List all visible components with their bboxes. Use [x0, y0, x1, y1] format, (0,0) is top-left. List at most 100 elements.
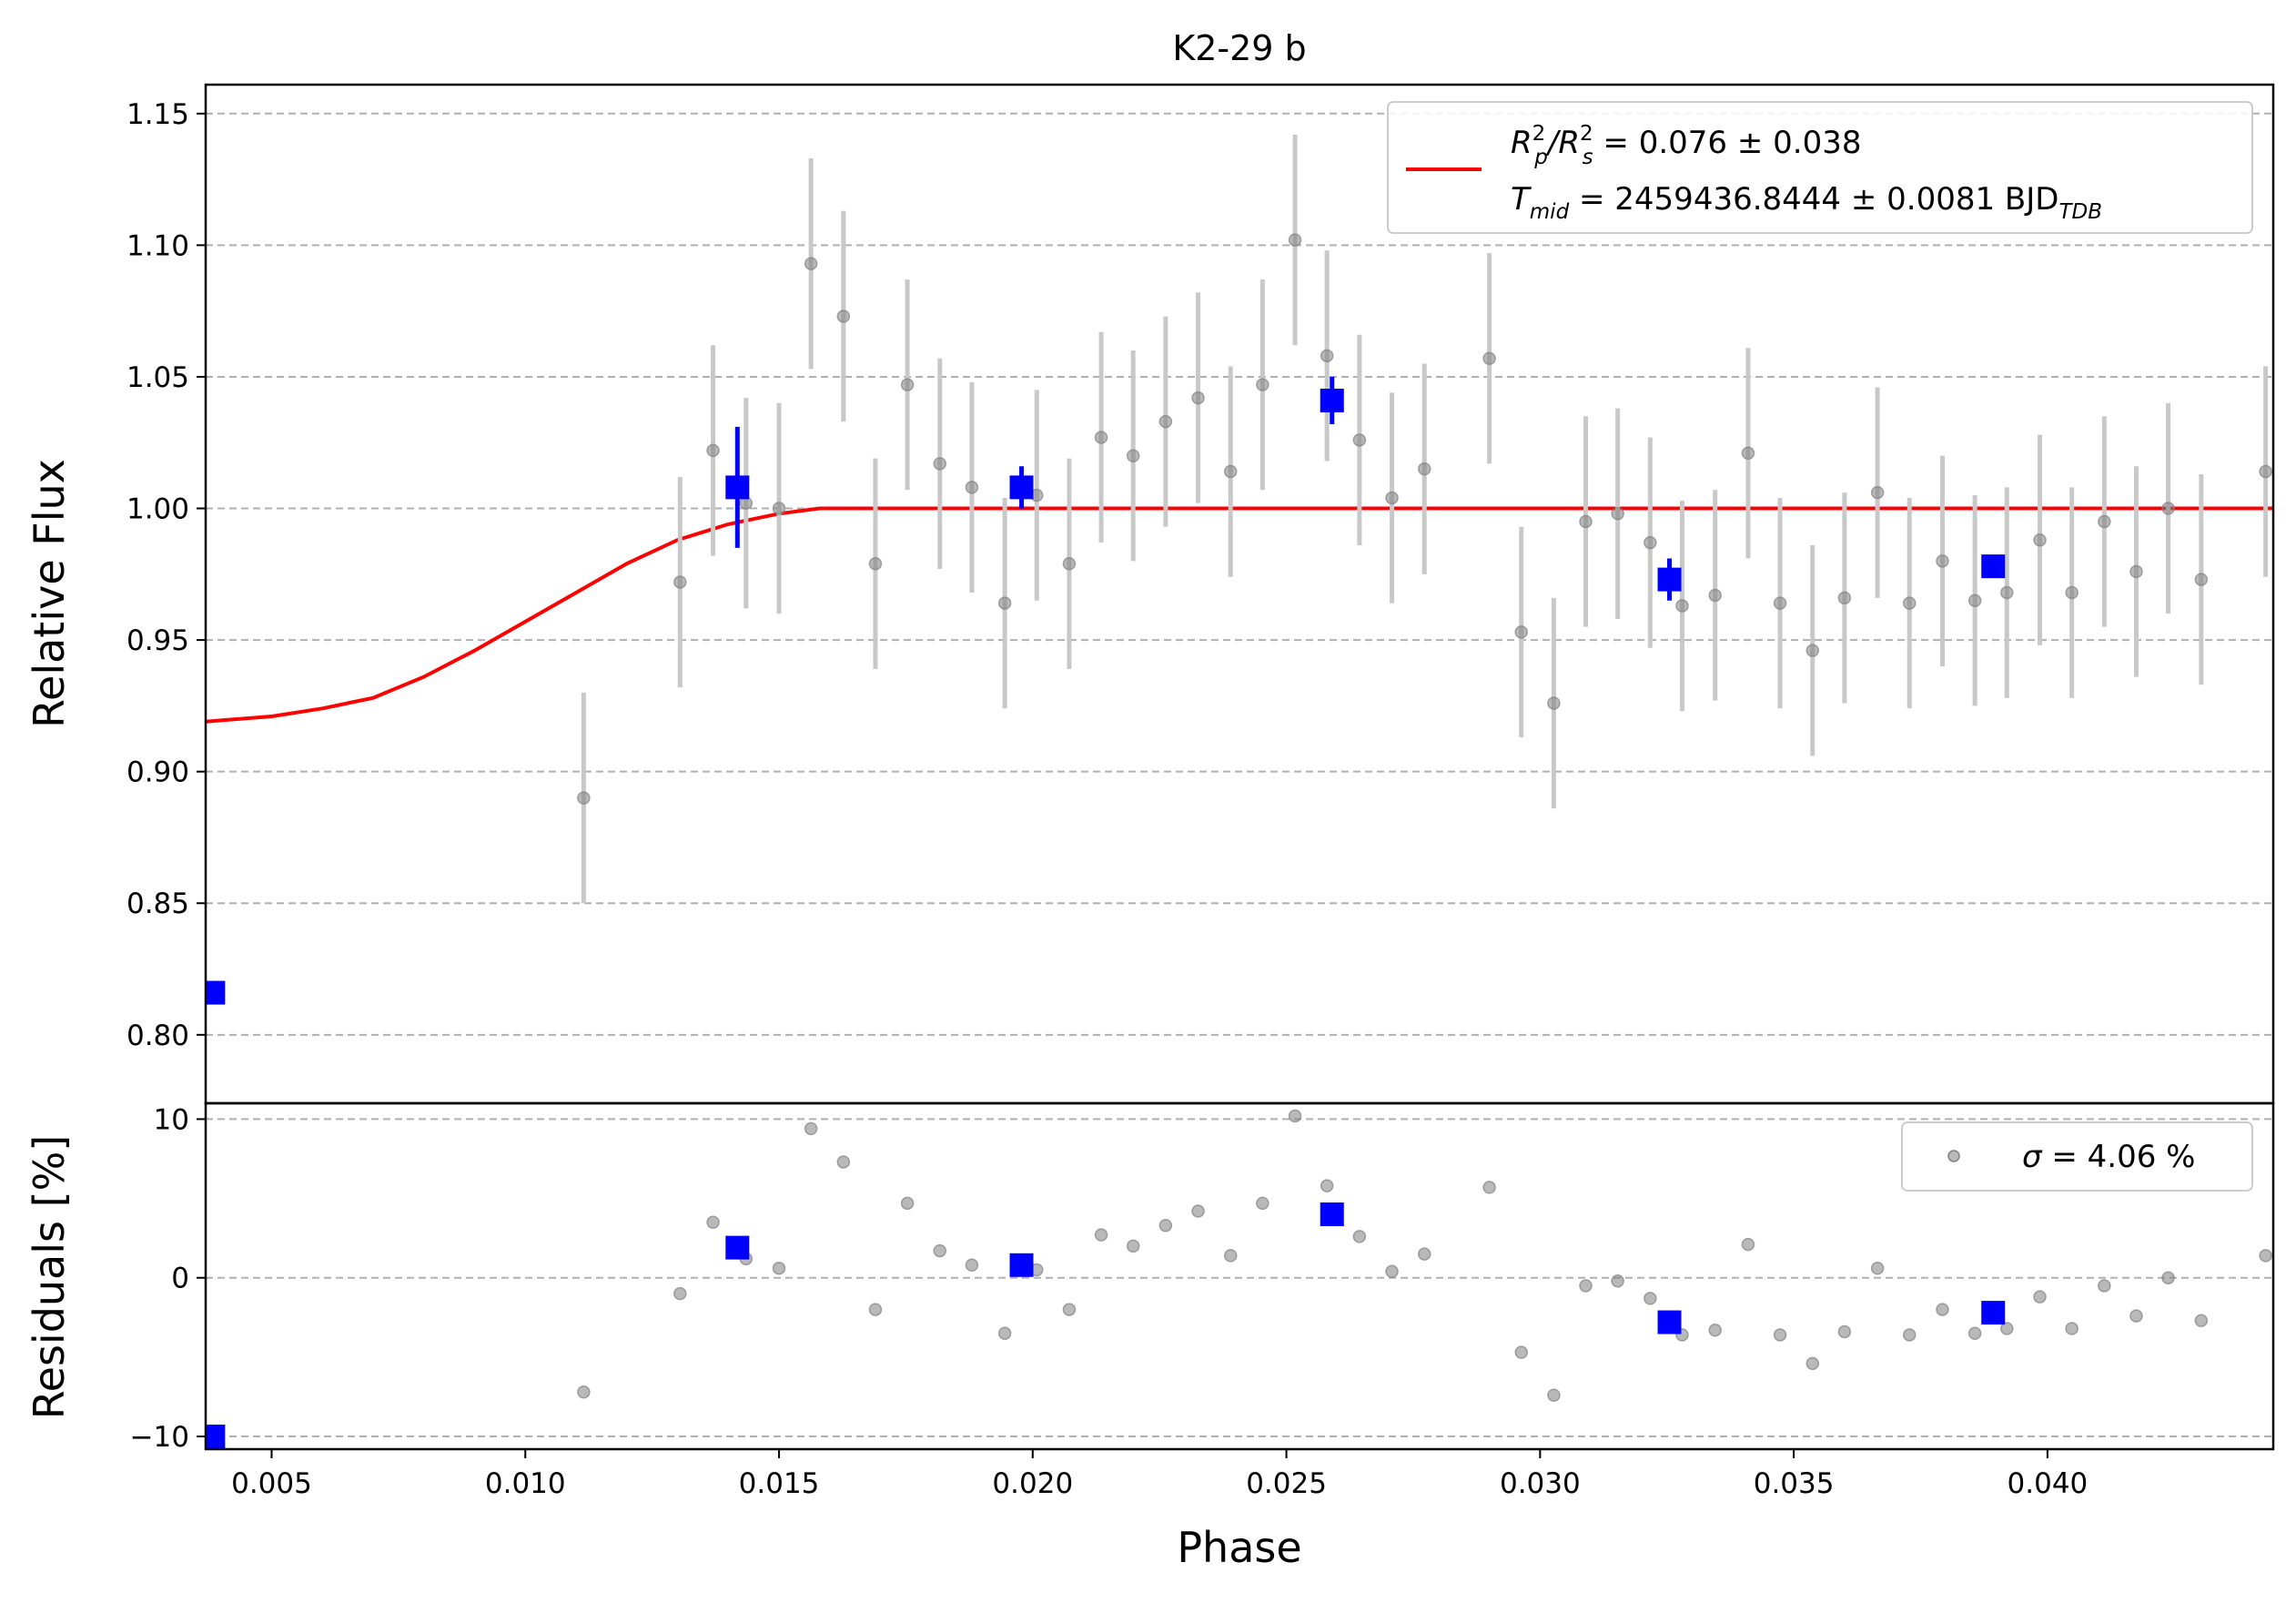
- data-point: [1644, 535, 1657, 550]
- flux-binned-points: [206, 376, 2006, 1005]
- residual-legend-box: [1901, 1121, 2253, 1192]
- x-tick-label: 0.035: [1754, 1467, 1835, 1500]
- data-point: [1094, 1228, 1108, 1242]
- data-point: [1708, 588, 1722, 603]
- data-point: [1611, 1273, 1624, 1288]
- data-point: [1870, 1262, 1885, 1275]
- data-point: [1967, 594, 1982, 607]
- data-point: [1482, 351, 1496, 365]
- data-point: [772, 502, 786, 515]
- data-point: [1837, 1324, 1852, 1339]
- data-point: [1805, 1356, 1819, 1371]
- residual-legend: σ = 4.06 %: [1901, 1121, 2253, 1192]
- flux-y-ticks: 0.80 0.85 0.90 0.95 1.00 1.05 1.10 1.15: [126, 98, 206, 1052]
- x-tick-label: 0.015: [739, 1467, 820, 1500]
- data-point: [2000, 585, 2014, 600]
- data-point: [1094, 431, 1108, 444]
- x-tick-label: 0.010: [485, 1467, 566, 1500]
- data-point: [673, 1286, 687, 1301]
- y-tick-label: 0.90: [126, 756, 189, 789]
- data-point: [1288, 233, 1302, 247]
- residual-binned-points: [206, 1202, 2006, 1449]
- data-point: [868, 1303, 883, 1316]
- data-point: [997, 1326, 1012, 1341]
- data-point: [706, 443, 720, 458]
- residual-y-ticks: −10 0 10: [130, 1103, 206, 1454]
- data-point: [2194, 1314, 2209, 1328]
- data-point: [2161, 1271, 2175, 1284]
- y-tick-label: 1.15: [126, 98, 189, 131]
- data-point: [2098, 1279, 2111, 1293]
- data-point: [1675, 599, 1689, 613]
- y-tick-label: 10: [154, 1103, 189, 1136]
- data-point: [1320, 1179, 1334, 1192]
- x-axis-ticks: 0.005 0.010 0.015 0.020 0.025 0.030 0.035 0.040: [231, 1449, 2088, 1500]
- x-tick-label: 0.030: [1500, 1467, 1581, 1500]
- data-point: [1870, 485, 1885, 500]
- x-tick-label: 0.020: [992, 1467, 1073, 1500]
- data-point: [1158, 1218, 1173, 1233]
- data-point: [1256, 1196, 1269, 1211]
- transit-model-layer: [205, 506, 2273, 724]
- data-point: [2065, 585, 2079, 600]
- data-point: [577, 1385, 591, 1399]
- data-point: [2098, 514, 2111, 529]
- transit-model-curve: [205, 506, 2273, 724]
- residual-legend-marker: [1947, 1150, 1960, 1162]
- data-point: [1741, 1237, 1755, 1252]
- data-point: [1805, 644, 1819, 657]
- data-point: [1936, 554, 1949, 568]
- data-point: [2033, 1290, 2047, 1304]
- data-point: [673, 575, 687, 589]
- flux-panel: 0.80 0.85 0.90 0.95 1.00 1.05 1.10 1.15 Relativ…: [25, 98, 2273, 1052]
- data-point: [1352, 433, 1367, 447]
- data-point: [1644, 1292, 1657, 1305]
- data-point: [2129, 1309, 2143, 1323]
- binned-point: [1009, 1253, 1034, 1277]
- data-point: [706, 1215, 720, 1229]
- data-point: [1126, 449, 1140, 462]
- data-point: [965, 1258, 979, 1273]
- binned-point: [1657, 1310, 1682, 1334]
- data-point: [1708, 1324, 1722, 1337]
- data-point: [2161, 502, 2175, 515]
- legend-tmid-text: Tmid = 2459436.8444 ± 0.0081 BJDTDB: [1511, 181, 2102, 224]
- data-point: [1126, 1239, 1140, 1253]
- y-tick-label: 1.10: [126, 229, 189, 262]
- binned-point: [1657, 567, 1682, 592]
- y-tick-label: 1.05: [126, 361, 189, 394]
- flux-legend: R2 p/R2 s = 0.076 ± 0.038 Tmid = 2459436.8…: [1387, 101, 2253, 234]
- flux-y-axis-label: Relative Flux: [25, 459, 74, 728]
- data-point: [1256, 378, 1269, 391]
- data-point: [965, 481, 979, 494]
- flux-legend-box: [1387, 101, 2253, 234]
- data-point: [1417, 1247, 1431, 1261]
- data-point: [1062, 1303, 1077, 1316]
- data-point: [1773, 1328, 1787, 1342]
- y-tick-label: 0.95: [126, 624, 189, 657]
- data-point: [1417, 462, 1431, 476]
- data-point: [1482, 1181, 1496, 1194]
- binned-point: [1320, 388, 1344, 412]
- legend-depth-text: R2 p/R2 s = 0.076 ± 0.038: [1511, 122, 1861, 169]
- x-tick-label: 0.040: [2008, 1467, 2089, 1500]
- data-point: [1579, 1279, 1593, 1293]
- data-point: [836, 1155, 851, 1169]
- data-point: [1837, 591, 1852, 605]
- data-point: [1288, 1109, 1302, 1123]
- data-point: [577, 791, 591, 805]
- data-point: [1191, 1204, 1205, 1218]
- data-point: [1514, 1345, 1528, 1359]
- data-point: [1741, 446, 1755, 461]
- data-point: [804, 257, 818, 270]
- data-point: [933, 457, 947, 471]
- binned-point: [1320, 1202, 1344, 1227]
- data-point: [2194, 573, 2209, 586]
- binned-point: [1981, 1301, 2006, 1325]
- x-tick-label: 0.025: [1246, 1467, 1327, 1500]
- data-point: [1579, 514, 1593, 529]
- data-point: [1352, 1230, 1367, 1243]
- residuals-panel: −10 0 10 Residuals [%] σ = 4.06 %: [25, 1103, 2273, 1454]
